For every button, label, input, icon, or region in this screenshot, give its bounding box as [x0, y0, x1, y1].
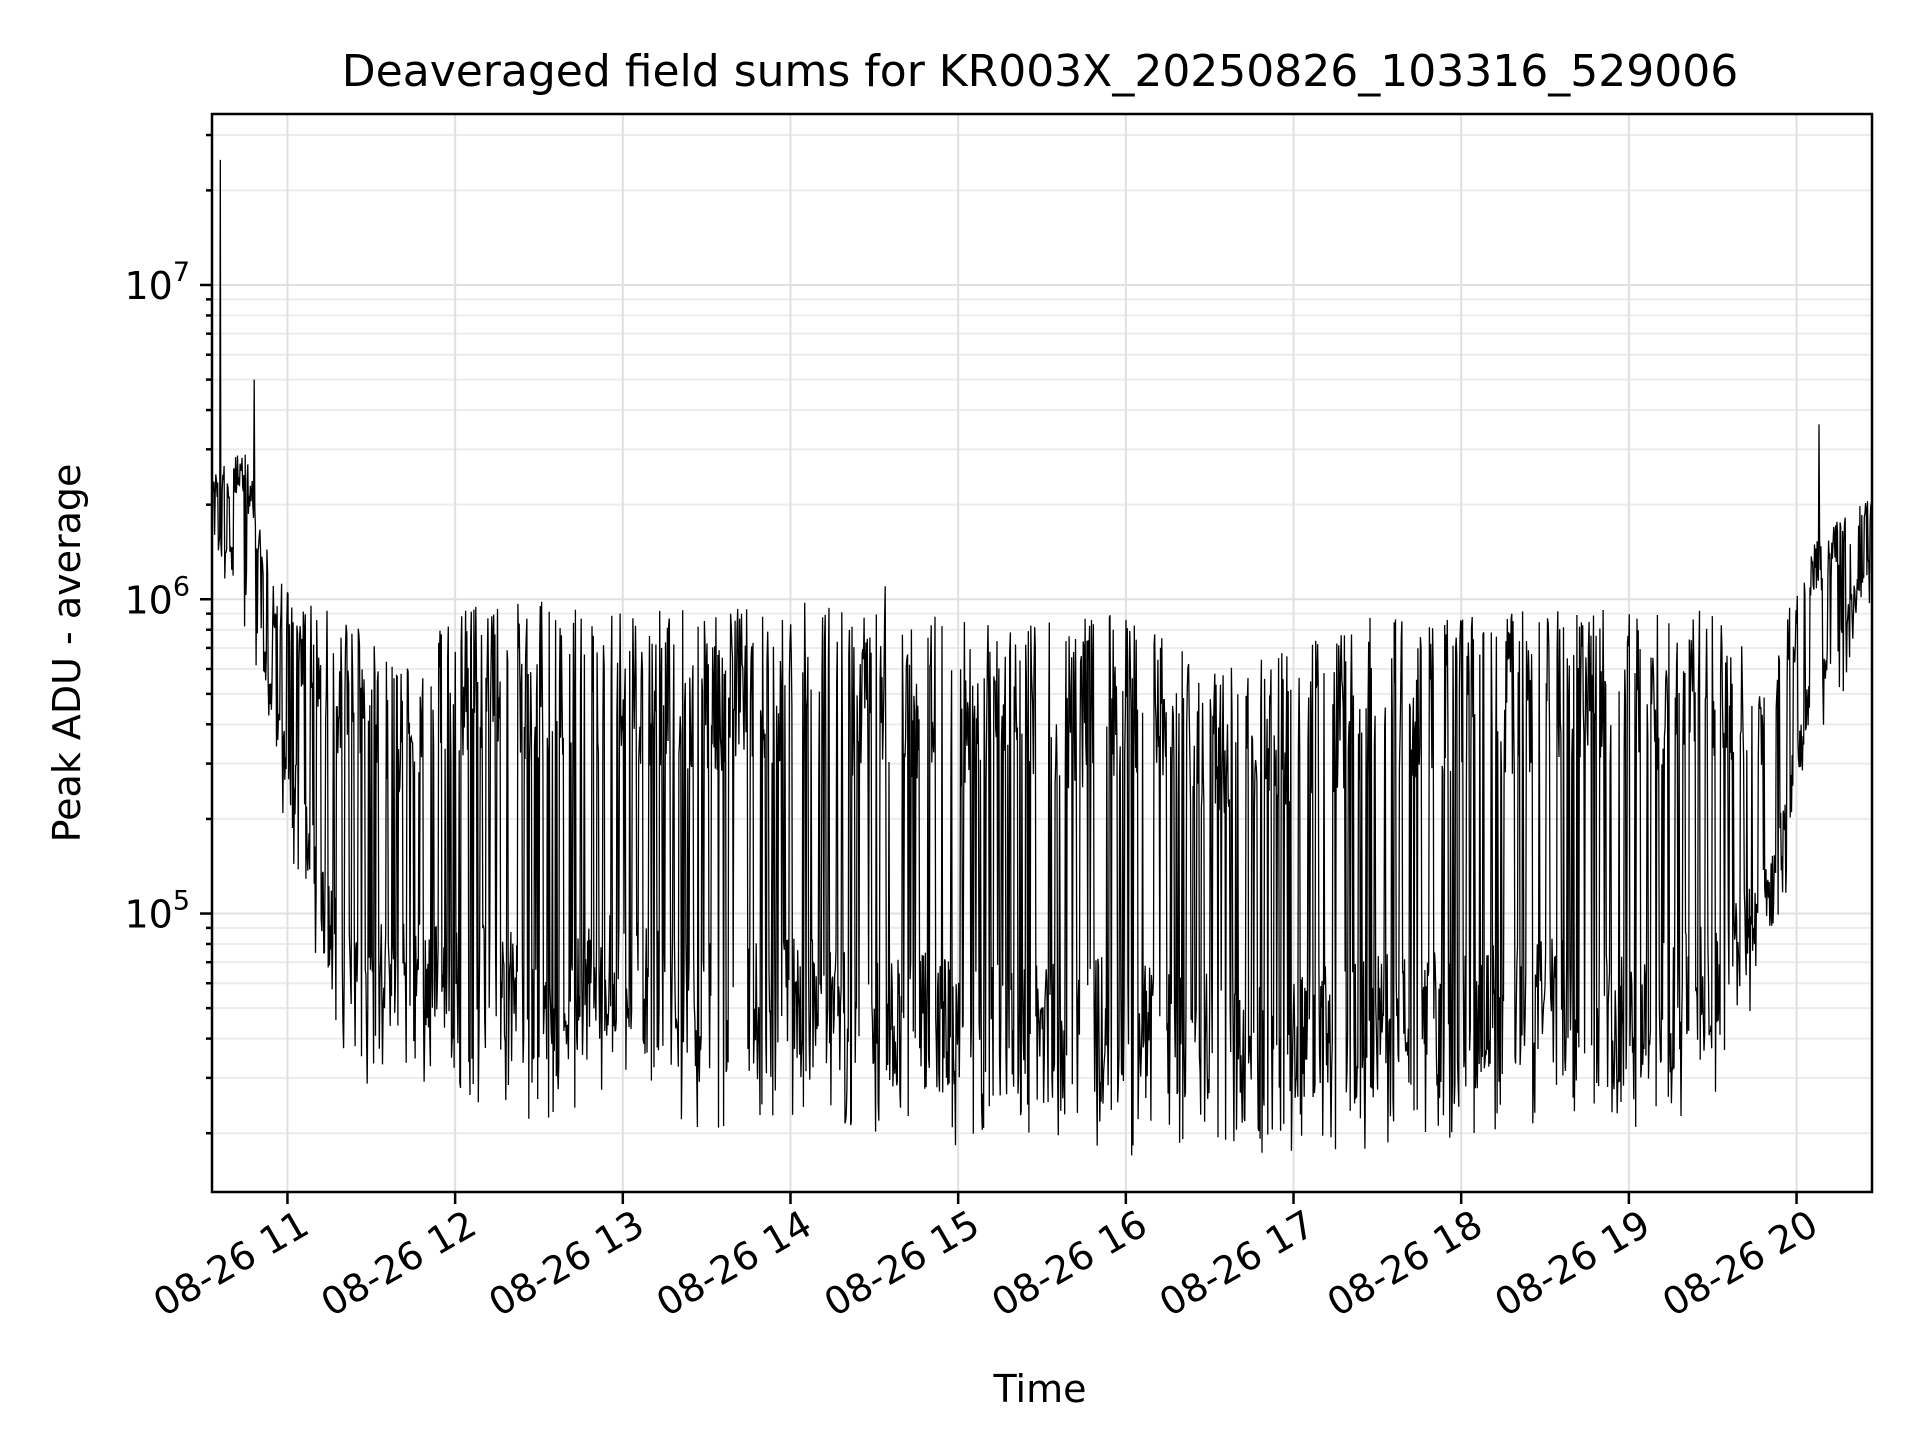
plot-frame	[210, 112, 1874, 1194]
y-axis-label: Peak ADU - average	[45, 464, 89, 843]
y-tick-label-base: 10	[124, 264, 172, 308]
x-tick-label: 08-26 20	[1655, 1202, 1825, 1326]
chart-title: Deaveraged field sums for KR003X_2025082…	[342, 46, 1738, 97]
x-tick-label: 08-26 18	[1320, 1202, 1490, 1326]
y-tick-label-base: 10	[124, 893, 172, 937]
x-tick-label: 08-26 16	[984, 1202, 1154, 1326]
y-tick-label-exponent: 7	[173, 257, 190, 288]
y-tick-label-exponent: 6	[173, 571, 190, 602]
y-tick-label: 107	[124, 257, 190, 308]
x-tick-label: 08-26 13	[481, 1202, 651, 1326]
series-layer	[211, 159, 1873, 1156]
x-tick-label: 08-26 19	[1487, 1202, 1657, 1326]
x-tick-label: 08-26 12	[314, 1202, 484, 1326]
y-tick-label-base: 10	[124, 578, 172, 622]
y-tick-label-exponent: 5	[173, 886, 190, 917]
x-tick-label: 08-26 11	[146, 1202, 316, 1326]
series-line	[211, 159, 1873, 1156]
x-tick-label: 08-26 15	[817, 1202, 987, 1326]
x-tick-label: 08-26 14	[649, 1202, 819, 1326]
y-tick-label: 105	[124, 886, 190, 937]
y-tick-label: 106	[124, 571, 190, 622]
x-tick-label: 08-26 17	[1152, 1202, 1322, 1326]
x-axis-label: Time	[993, 1367, 1087, 1411]
